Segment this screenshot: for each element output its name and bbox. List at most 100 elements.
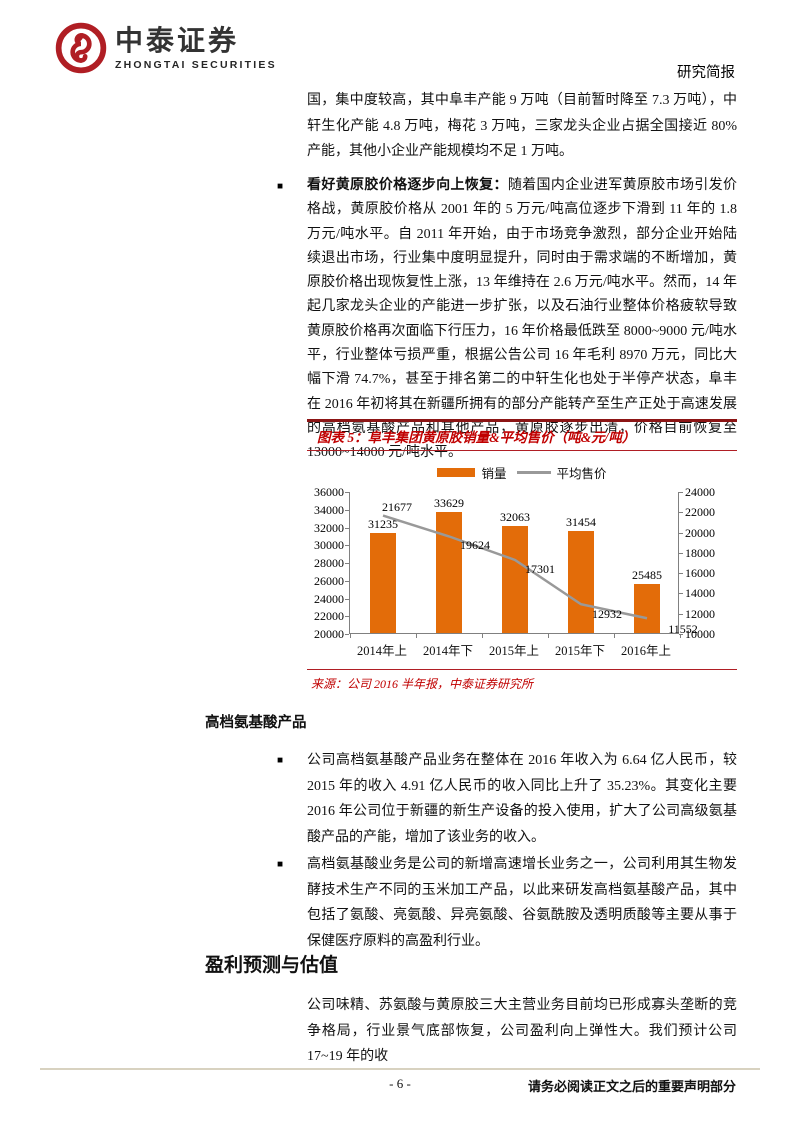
line-swatch-icon: [516, 471, 551, 474]
y-tick-right: [679, 593, 683, 595]
bullet-square-icon: ■: [277, 755, 284, 766]
x-tick: [416, 634, 417, 638]
page-header: 中泰证券 ZHONGTAI SECURITIES 研究简报: [55, 20, 735, 86]
doc-type-label: 研究简报: [677, 65, 735, 81]
bar: [370, 533, 396, 633]
legend-item-sales: 销量: [437, 463, 507, 482]
legend-item-price: 平均售价: [516, 463, 607, 482]
bullet-square-icon: ■: [277, 859, 284, 870]
y-tick-label-right: 18000: [685, 545, 715, 560]
y-tick-right: [679, 532, 683, 534]
y-tick-left: [345, 563, 349, 564]
y-tick-label-right: 24000: [685, 485, 715, 499]
y-tick-label-right: 12000: [685, 606, 715, 621]
paragraph-continuation: 国，集中度较高，其中阜丰产能 9 万吨（目前暂时降至 7.3 万吨），中轩生化产…: [307, 93, 737, 159]
y-tick-label-left: 34000: [314, 502, 344, 517]
bullet-text: 看好黄原胶价格逐步向上恢复：随着国内企业进军黄原胶市场引发价格战，黄原胶价格从 …: [307, 174, 737, 466]
x-tick: [350, 634, 351, 638]
y-tick-label-left: 36000: [314, 485, 344, 499]
y-tick-right: [679, 512, 683, 514]
x-tick: [548, 634, 549, 638]
section-heading-amino: 高档氨基酸产品: [205, 715, 307, 731]
y-tick-right: [679, 552, 683, 554]
y-tick-label-left: 20000: [314, 627, 344, 641]
y-tick-label-left: 30000: [314, 538, 344, 553]
y-tick-left: [345, 527, 349, 529]
zhongtai-logo: 中泰证券 ZHONGTAI SECURITIES: [55, 22, 277, 74]
bar: [502, 525, 528, 633]
figure-5: 图表 5：阜丰集团黄原胶销量&平均售价（吨&元/吨） 销量 平均售价 36000…: [307, 419, 737, 692]
y-tick-right: [679, 492, 683, 493]
bullet-square-icon: ■: [277, 181, 284, 192]
bar-value-label: 31235: [368, 517, 398, 532]
y-axis-left: 36000 34000 32000 30000 28000 26000 24000 22000…: [307, 485, 349, 641]
bullet-text: 公司高档氨基酸产品业务在整体在 2016 年收入为 6.64 亿人民币，较 20…: [307, 753, 737, 845]
line-value-label: 11552: [668, 622, 698, 637]
legend-label-price: 平均售价: [556, 467, 607, 481]
y-tick-label-left: 24000: [314, 591, 344, 606]
y-tick-label-left: 28000: [314, 556, 344, 570]
bar: [634, 584, 660, 633]
line-value-label: 12932: [592, 607, 622, 622]
line-value-label: 17301: [525, 561, 555, 576]
bar: [568, 531, 594, 633]
legend-label-sales: 销量: [481, 467, 507, 481]
logo-text: 中泰证券 ZHONGTAI SECURITIES: [115, 24, 277, 71]
x-category-label: 2014年下: [422, 644, 473, 658]
chart-plot: 31235 33629 32063 31454 25485 21677 19624 17301…: [345, 492, 698, 638]
y-tick-left: [345, 616, 349, 618]
bar-swatch-icon: [437, 468, 476, 477]
section-heading-forecast: 盈利预测与估值: [205, 955, 339, 976]
y-tick-label-right: 10000: [685, 627, 715, 641]
y-tick-right: [679, 573, 683, 575]
x-axis-labels: 2014年上 2014年下 2015年上 2015年下 2016年上: [349, 634, 679, 659]
y-tick-left: [345, 509, 349, 511]
paragraph-forecast: 公司味精、苏氨酸与黄原胶三大主营业务目前均已形成寡头垄断的竞争格局，行业景气底部…: [307, 998, 737, 1064]
x-tick: [482, 634, 483, 638]
bullet-lead: 看好黄原胶价格逐步向上恢复：: [307, 178, 508, 193]
x-tick: [680, 634, 681, 638]
bar: [436, 512, 462, 633]
y-axis-right: 24000 22000 20000 18000 16000 14000 12000 10000: [679, 485, 727, 641]
bullet-item-amino-revenue: ■ 公司高档氨基酸产品业务在整体在 2016 年收入为 6.64 亿人民币，较 …: [277, 748, 737, 850]
figure-source: 来源：公司 2016 半年报，中泰证券研究所: [307, 669, 737, 692]
chart-legend: 销量 平均售价: [307, 463, 737, 482]
bar-value-label: 32063: [500, 509, 530, 524]
y-tick-label-left: 26000: [314, 573, 344, 588]
x-category-label: 2015年上: [488, 644, 539, 658]
line-value-label: 21677: [382, 499, 412, 514]
y-tick-left: [345, 580, 349, 582]
y-tick-label-right: 20000: [685, 525, 715, 540]
y-tick-label-left: 32000: [314, 520, 344, 535]
zhongtai-logo-icon: [55, 22, 107, 74]
bar-value-label: 33629: [434, 496, 464, 511]
figure-title: 图表 5：阜丰集团黄原胶销量&平均售价（吨&元/吨）: [307, 419, 737, 451]
x-category-label: 2014年上: [356, 644, 407, 658]
page-number: - 6 -: [389, 1076, 411, 1091]
y-tick-right: [679, 613, 683, 615]
y-tick-label-right: 22000: [685, 505, 715, 520]
brand-name-en: ZHONGTAI SECURITIES: [115, 58, 277, 71]
price-line: [382, 514, 648, 620]
bar-value-label: 31454: [566, 515, 596, 530]
footer-divider: [40, 1068, 760, 1070]
x-tick: [614, 634, 615, 638]
y-tick-label-right: 14000: [685, 586, 715, 601]
bullet-content: 随着国内企业进军黄原胶市场引发价格战，黄原胶价格从 2001 年的 5 万元/吨…: [307, 178, 737, 461]
y-tick-left: [345, 598, 349, 600]
bullet-item-amino-growth: ■ 高档氨基酸业务是公司的新增高速增长业务之一，公司利用其生物发酵技术生产不同的…: [277, 852, 737, 954]
y-tick-left: [345, 634, 349, 635]
y-tick-right: [679, 634, 683, 635]
bullet-text: 高档氨基酸业务是公司的新增高速增长业务之一，公司利用其生物发酵技术生产不同的玉米…: [307, 857, 737, 949]
y-tick-label-left: 22000: [314, 609, 344, 624]
y-tick-label-right: 16000: [685, 566, 715, 581]
bar-value-label: 25485: [632, 568, 662, 583]
line-value-label: 19624: [460, 538, 490, 553]
brand-name-cn: 中泰证券: [115, 24, 240, 56]
x-category-label: 2015年下: [554, 644, 605, 658]
bullet-item-xanthan: ■ 看好黄原胶价格逐步向上恢复：随着国内企业进军黄原胶市场引发价格战，黄原胶价格…: [277, 174, 737, 466]
y-tick-left: [345, 545, 349, 547]
chart-plot-row: 36000 34000 32000 30000 28000 26000 24000 22000…: [307, 485, 737, 641]
footer-disclaimer: 请务必阅读正文之后的重要声明部分: [527, 1079, 736, 1094]
